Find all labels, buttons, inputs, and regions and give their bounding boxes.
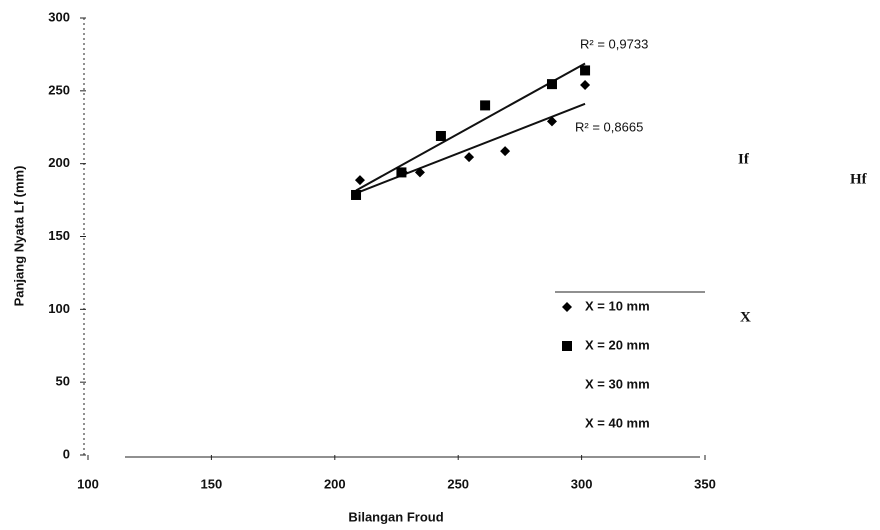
r2-label: R² = 0,9733: [580, 36, 648, 51]
side-fragment: Hf: [850, 171, 868, 187]
x-tick-label: 200: [324, 476, 346, 491]
point: [396, 167, 406, 177]
point: [562, 341, 572, 351]
y-tick-label: 300: [48, 9, 70, 24]
legend-label: X = 10 mm: [585, 298, 650, 313]
y-tick-label: 200: [48, 155, 70, 170]
y-tick-label: 250: [48, 82, 70, 97]
point: [480, 100, 490, 110]
y-tick-label: 0: [63, 446, 70, 461]
side-fragment: X: [740, 309, 751, 325]
point: [500, 146, 510, 156]
x-axis-label: Bilangan Froud: [348, 509, 443, 524]
legend-label: X = 40 mm: [585, 415, 650, 430]
legend-label: X = 20 mm: [585, 337, 650, 352]
x-tick-label: 350: [694, 476, 716, 491]
point: [562, 302, 572, 312]
point: [351, 190, 361, 200]
x-tick-label: 300: [571, 476, 593, 491]
trendline: [360, 104, 585, 192]
point: [436, 131, 446, 141]
legend-label: X = 30 mm: [585, 376, 650, 391]
y-tick-label: 100: [48, 301, 70, 316]
point: [355, 175, 365, 185]
y-axis-label: Panjang Nyata Lf (mm): [11, 166, 26, 307]
chart: Bilangan Froud Panjang Nyata Lf (mm) 0 50…: [0, 0, 880, 530]
x-tick-label: 100: [77, 476, 99, 491]
x-tick-label: 250: [447, 476, 469, 491]
y-tick-label: 150: [48, 228, 70, 243]
y-tick-label: 50: [56, 374, 70, 389]
side-fragment: If: [738, 151, 750, 167]
point: [580, 80, 590, 90]
point: [580, 65, 590, 75]
point: [547, 79, 557, 89]
point: [464, 152, 474, 162]
x-tick-label: 150: [201, 476, 223, 491]
r2-label: R² = 0,8665: [575, 119, 643, 134]
